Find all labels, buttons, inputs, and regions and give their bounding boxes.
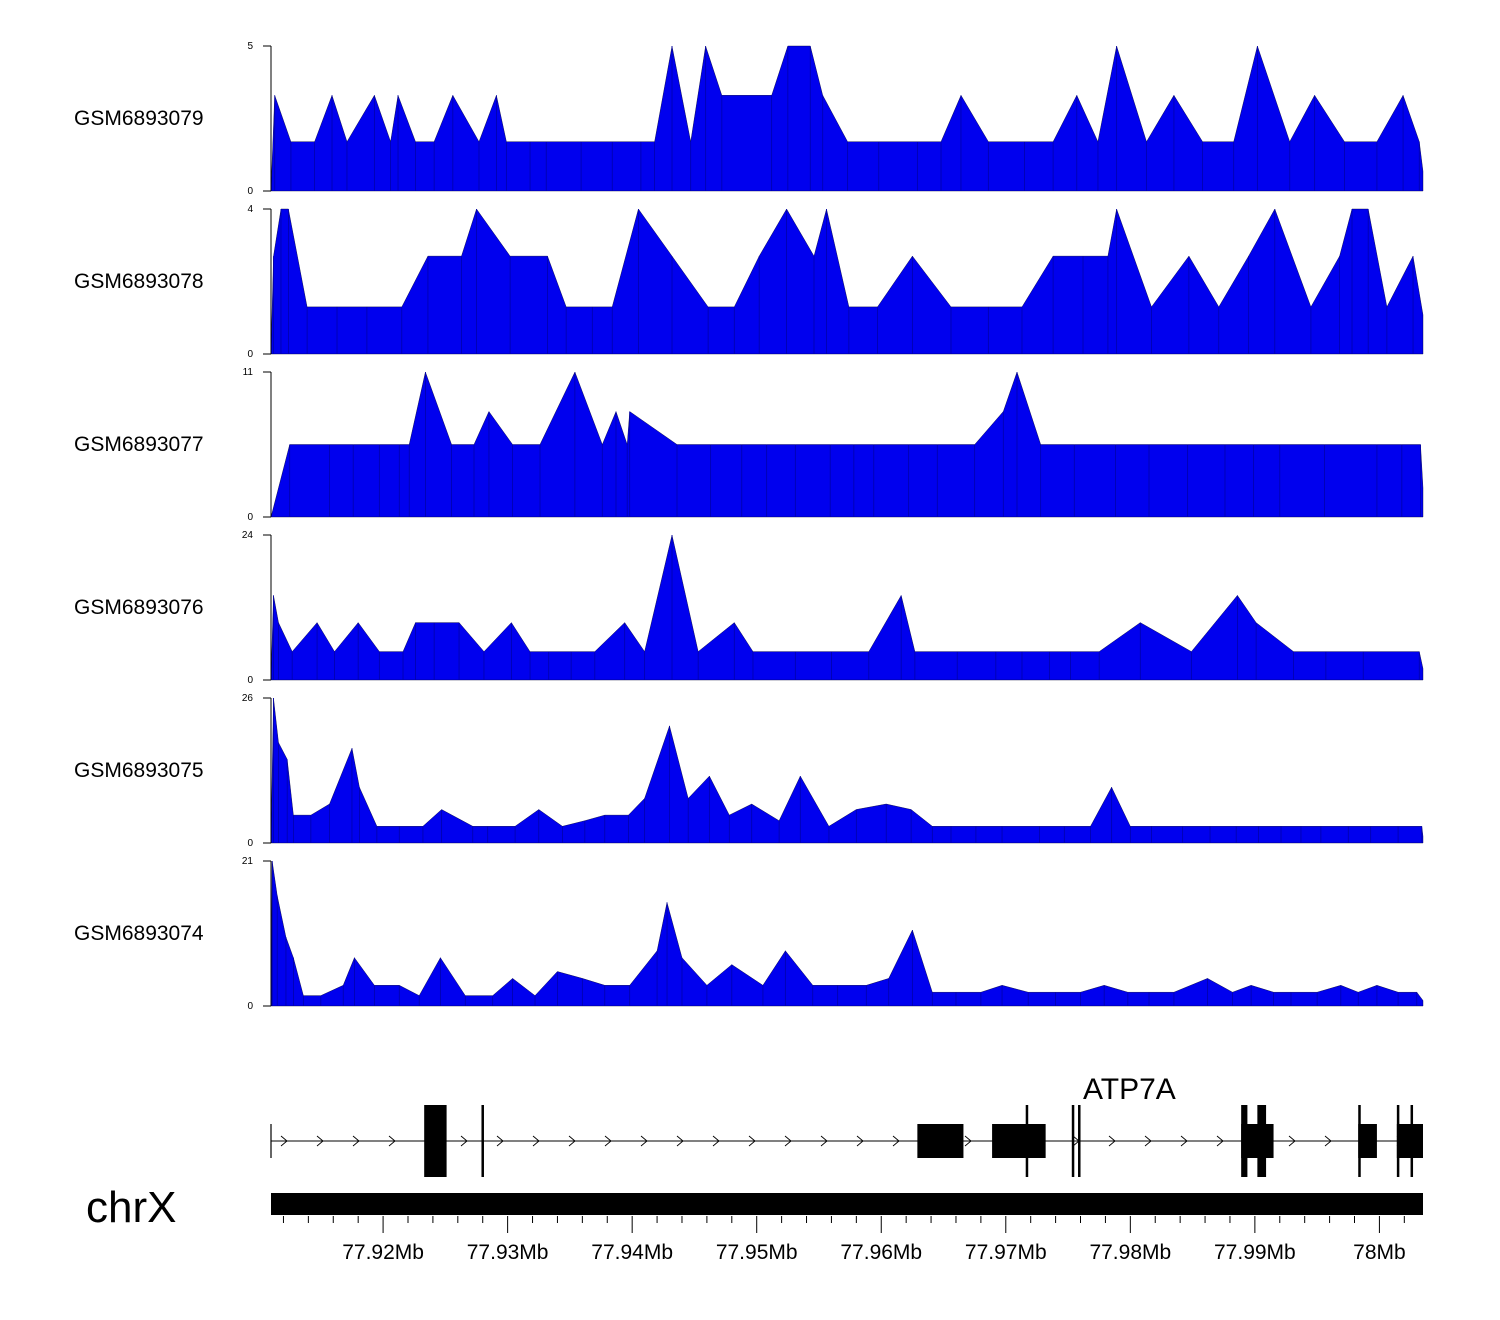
x-tick-label: 77.97Mb bbox=[965, 1241, 1047, 1264]
coverage-tracks: 5 0 GSM6893079 4 0 GSM6893078 11 0 GSM6893077 24 0… bbox=[74, 41, 1424, 1012]
x-tick-label: 77.99Mb bbox=[1214, 1241, 1296, 1264]
strand-arrow bbox=[1180, 1135, 1188, 1147]
y-min-label: 0 bbox=[247, 675, 253, 686]
strand-arrow bbox=[1324, 1135, 1332, 1147]
track-GSM6893077: 11 0 GSM6893077 bbox=[74, 367, 1424, 523]
track-GSM6893076: 24 0 GSM6893076 bbox=[74, 530, 1424, 686]
gene-exon bbox=[1257, 1105, 1267, 1177]
y-max-label: 5 bbox=[247, 41, 253, 52]
strand-arrow bbox=[316, 1135, 324, 1147]
x-tick-label: 77.93Mb bbox=[467, 1241, 549, 1264]
y-min-label: 0 bbox=[247, 838, 253, 849]
strand-arrow bbox=[352, 1135, 360, 1147]
track-name-label: GSM6893077 bbox=[74, 433, 204, 456]
gene-exon bbox=[1241, 1105, 1248, 1177]
track-name-label: GSM6893075 bbox=[74, 759, 204, 782]
track-GSM6893074: 21 0 GSM6893074 bbox=[74, 856, 1424, 1012]
x-tick-label: 77.95Mb bbox=[716, 1241, 798, 1264]
strand-arrow bbox=[820, 1135, 828, 1147]
track-GSM6893075: 26 0 GSM6893075 bbox=[74, 693, 1424, 849]
y-min-label: 0 bbox=[247, 186, 253, 197]
strand-arrow bbox=[964, 1135, 972, 1147]
strand-arrow bbox=[892, 1135, 900, 1147]
track-GSM6893078: 4 0 GSM6893078 bbox=[74, 204, 1424, 360]
strand-arrow bbox=[496, 1135, 504, 1147]
strand-arrow bbox=[856, 1135, 864, 1147]
gene-exon bbox=[1025, 1105, 1029, 1177]
strand-arrow bbox=[568, 1135, 576, 1147]
strand-arrow bbox=[1144, 1135, 1152, 1147]
strand-arrow bbox=[1216, 1135, 1224, 1147]
y-min-label: 0 bbox=[247, 1001, 253, 1012]
y-max-label: 24 bbox=[242, 530, 254, 541]
strand-arrow bbox=[784, 1135, 792, 1147]
gene-exon bbox=[1396, 1124, 1423, 1158]
gene-exon bbox=[1078, 1105, 1081, 1177]
gene-exon bbox=[424, 1105, 447, 1177]
y-max-label: 11 bbox=[243, 367, 254, 378]
x-tick-label: 77.92Mb bbox=[342, 1241, 424, 1264]
gene-model-track: ATP7A bbox=[270, 1073, 1423, 1177]
gene-name-label: ATP7A bbox=[1083, 1073, 1176, 1106]
strand-arrow bbox=[532, 1135, 540, 1147]
coverage-area-GSM6893074 bbox=[270, 860, 1424, 1007]
y-max-label: 21 bbox=[242, 856, 254, 867]
strand-arrow bbox=[676, 1135, 684, 1147]
x-tick-label: 77.94Mb bbox=[591, 1241, 673, 1264]
y-min-label: 0 bbox=[247, 349, 253, 360]
chromosome-axis: chrX 77.92Mb 77.93Mb 77.94Mb 77.95Mb 77.96Mb… bbox=[86, 1183, 1423, 1264]
coverage-area-GSM6893079 bbox=[270, 45, 1424, 192]
track-name-label: GSM6893074 bbox=[74, 922, 204, 945]
strand-arrow bbox=[280, 1135, 288, 1147]
chromosome-bar bbox=[271, 1193, 1423, 1215]
coverage-area-GSM6893075 bbox=[270, 697, 1424, 844]
coverage-area-GSM6893078 bbox=[270, 208, 1424, 355]
gene-exon bbox=[1396, 1105, 1400, 1177]
gene-exon bbox=[1358, 1105, 1361, 1177]
strand-arrow bbox=[604, 1135, 612, 1147]
strand-arrow bbox=[712, 1135, 720, 1147]
x-tick-label: 77.98Mb bbox=[1089, 1241, 1171, 1264]
strand-arrow bbox=[1288, 1135, 1296, 1147]
strand-arrow bbox=[460, 1135, 468, 1147]
strand-arrow bbox=[388, 1135, 396, 1147]
track-name-label: GSM6893079 bbox=[74, 107, 204, 130]
gene-exon bbox=[1358, 1124, 1377, 1158]
gene-exon bbox=[1410, 1105, 1414, 1177]
strand-arrow bbox=[640, 1135, 648, 1147]
strand-arrow bbox=[1108, 1135, 1116, 1147]
track-GSM6893079: 5 0 GSM6893079 bbox=[74, 41, 1424, 197]
chromosome-label: chrX bbox=[86, 1183, 176, 1232]
strand-arrow bbox=[748, 1135, 756, 1147]
coverage-area-GSM6893077 bbox=[270, 371, 1424, 518]
y-min-label: 0 bbox=[247, 512, 253, 523]
gene-exon bbox=[917, 1124, 964, 1158]
y-max-label: 26 bbox=[242, 693, 254, 704]
coverage-area-GSM6893076 bbox=[270, 534, 1424, 681]
track-name-label: GSM6893078 bbox=[74, 270, 204, 293]
gene-exon bbox=[1071, 1105, 1075, 1177]
x-tick-label: 78Mb bbox=[1353, 1241, 1406, 1264]
track-name-label: GSM6893076 bbox=[74, 596, 204, 619]
y-max-label: 4 bbox=[247, 204, 253, 215]
gene-exon bbox=[992, 1124, 1046, 1158]
gene-exon bbox=[481, 1105, 484, 1177]
x-tick-label: 77.96Mb bbox=[840, 1241, 922, 1264]
